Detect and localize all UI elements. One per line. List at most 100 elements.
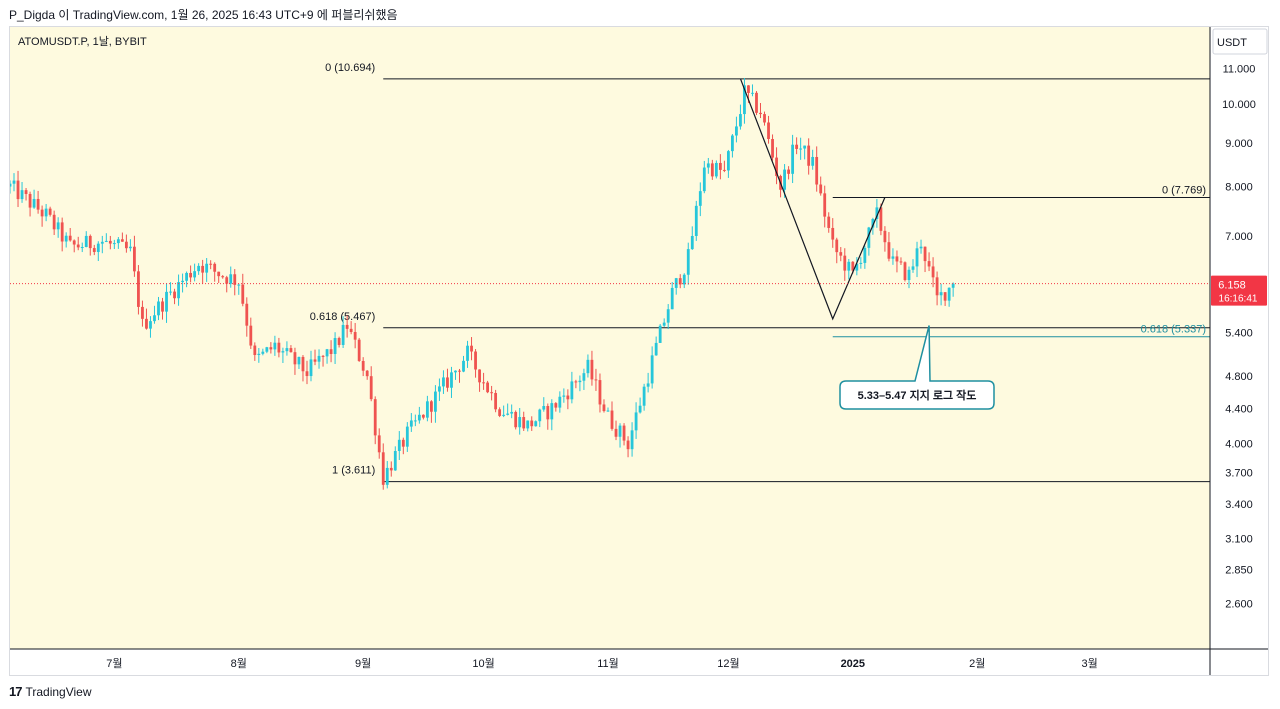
candle-body <box>36 198 40 210</box>
price-tick-label: 10.000 <box>1222 99 1256 111</box>
candle-body <box>851 261 855 271</box>
candle-body <box>237 284 241 286</box>
candle-body <box>32 198 36 208</box>
candle-body <box>610 410 614 429</box>
candle-body <box>722 169 726 171</box>
currency-box[interactable]: USDT <box>1212 28 1268 55</box>
candle-body <box>281 351 285 353</box>
candle-body <box>233 274 237 285</box>
candle-body <box>855 263 859 271</box>
candle-body <box>702 167 706 192</box>
last-price-badge[interactable]: 6.158 16:16:41 <box>1211 275 1267 306</box>
candle-body <box>562 395 566 397</box>
candle-body <box>309 359 313 377</box>
candle-body <box>923 246 927 262</box>
fib-level-label: 0.618 (5.467) <box>310 311 375 323</box>
candle-body <box>173 291 176 299</box>
price-tick-label: 4.800 <box>1225 371 1253 383</box>
price-tick-label: 2.600 <box>1225 599 1253 611</box>
last-price-badge-bg <box>1211 275 1267 306</box>
candle-body <box>714 162 718 177</box>
candle-body <box>694 205 698 236</box>
candle-body <box>450 372 453 388</box>
candle-body <box>670 287 674 310</box>
candle-body <box>622 425 626 441</box>
candle-body <box>602 404 606 412</box>
candle-body <box>217 271 221 277</box>
candle-body <box>871 218 875 228</box>
candle-body <box>462 360 465 372</box>
candle-body <box>409 420 413 427</box>
candle-body <box>618 425 622 437</box>
time-tick-label: 8월 <box>231 657 247 670</box>
candle-body <box>157 301 160 316</box>
candle-body <box>124 241 128 249</box>
candle-body <box>397 439 401 452</box>
candle-body <box>454 370 457 373</box>
candle-body <box>269 347 273 350</box>
candle-body <box>803 145 807 149</box>
time-tick-label: 9월 <box>355 657 371 670</box>
candle-body <box>193 271 197 278</box>
candle-body <box>486 382 489 393</box>
candle-body <box>626 440 630 450</box>
candle-body <box>598 380 602 405</box>
price-chart[interactable]: 0 (10.694) 0.618 (5.467) 1 (3.611) 0 (7.769… <box>8 27 1268 675</box>
candle-body <box>819 184 823 194</box>
candle-body <box>466 345 469 361</box>
candle-body <box>927 261 931 267</box>
candle-body <box>8 183 12 187</box>
candle-body <box>169 291 172 293</box>
candle-body <box>161 301 164 312</box>
candle-body <box>458 370 461 372</box>
candle-body <box>104 240 108 242</box>
footer-brand[interactable]: TradingView <box>25 684 92 699</box>
candle-body <box>177 282 180 299</box>
candle-body <box>594 379 598 381</box>
candle-body <box>939 292 943 296</box>
candle-body <box>787 169 790 174</box>
candle-body <box>325 349 329 357</box>
candle-body <box>181 280 184 283</box>
candle-body <box>141 306 144 319</box>
candle-body <box>361 360 365 371</box>
candle-body <box>494 392 498 410</box>
price-axis: 12.00011.00010.0009.0008.0007.0005.4004.… <box>1211 31 1267 611</box>
zigzag-line <box>739 78 886 321</box>
candle-body <box>843 255 847 271</box>
candle-body <box>775 157 778 177</box>
candle-body <box>638 405 642 413</box>
candle-body <box>88 235 92 249</box>
candle-layer <box>8 78 955 490</box>
candle-body <box>771 139 774 158</box>
candle-body <box>718 162 722 170</box>
price-tick-label: 4.400 <box>1225 403 1253 415</box>
price-tick-label: 3.400 <box>1225 499 1253 511</box>
candle-body <box>381 452 385 485</box>
price-tick-label: 3.700 <box>1225 468 1253 480</box>
candle-body <box>690 235 694 250</box>
candle-body <box>951 283 955 288</box>
candle-body <box>915 248 919 267</box>
candle-body <box>526 420 530 429</box>
candle-body <box>791 144 795 174</box>
symbol-title: ATOMUSDT.P, 1날, BYBIT <box>18 35 147 48</box>
candle-body <box>401 439 405 447</box>
candle-body <box>442 377 445 387</box>
candle-body <box>185 272 188 281</box>
price-tick-label: 5.400 <box>1225 327 1253 339</box>
candle-body <box>518 417 522 428</box>
candle-body <box>726 151 730 171</box>
candle-body <box>277 342 281 353</box>
time-axis: 7월 8월 9월 10월 11월 12월 2025 2월 3월 <box>106 657 1098 670</box>
candle-body <box>534 421 538 427</box>
zigzag-layer <box>10 78 1210 321</box>
candle-body <box>405 426 409 447</box>
candle-body <box>438 386 441 392</box>
candle-body <box>425 401 429 418</box>
plot-background <box>10 27 1210 649</box>
candle-body <box>662 322 666 326</box>
support-callout[interactable] <box>839 325 995 410</box>
candle-body <box>353 332 357 340</box>
candle-body <box>229 274 233 284</box>
